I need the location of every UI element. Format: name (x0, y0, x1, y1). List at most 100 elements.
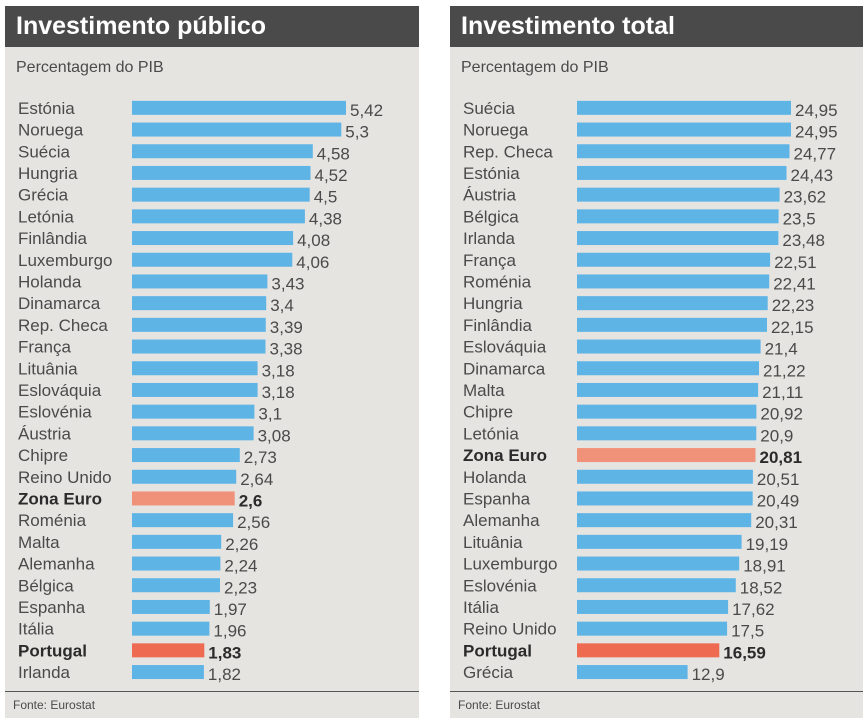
value-label-malta: 21,11 (762, 383, 803, 402)
bar-belgica (132, 578, 220, 593)
value-label-italia: 17,62 (732, 600, 775, 619)
value-label-eslovaquia: 21,4 (765, 340, 798, 359)
bar-austria (577, 187, 780, 202)
bar-luxemburgo (132, 252, 293, 267)
value-label-holanda: 20,51 (757, 470, 800, 489)
bar-irlanda (577, 231, 779, 246)
value-label-finlandia: 4,08 (297, 231, 330, 250)
category-label-alemanha: Alemanha (463, 511, 540, 530)
source-note: Fonte: Eurostat (458, 698, 541, 712)
category-label-hungria: Hungria (18, 164, 78, 183)
source-note: Fonte: Eurostat (13, 698, 96, 712)
category-label-eslovaquia: Eslováquia (463, 338, 547, 357)
footer-divider (450, 691, 863, 692)
value-label-chipre: 2,73 (244, 448, 277, 467)
value-label-alemanha: 20,31 (755, 513, 798, 532)
bar-dinamarca (132, 296, 267, 311)
bar-malta (577, 382, 759, 397)
value-label-franca: 3,38 (270, 340, 303, 359)
bar-lituania (132, 361, 258, 376)
bar-finlandia (132, 231, 294, 246)
bar-chart-public-investment: Estónia 5,42 Noruega 5,3 Suécia 4,58 Hungria 4,… (18, 99, 383, 684)
value-label-irlanda: 23,48 (782, 231, 825, 250)
value-label-portugal: 16,59 (723, 643, 766, 662)
category-label-malta: Malta (18, 533, 60, 552)
bar-zona-euro (577, 448, 756, 463)
category-label-estonia: Estónia (18, 99, 75, 118)
bar-alemanha (132, 556, 221, 571)
bar-suecia (132, 144, 313, 159)
bar-eslovenia (577, 578, 736, 593)
value-label-noruega: 24,95 (795, 123, 838, 142)
category-label-noruega: Noruega (463, 121, 529, 140)
category-label-dinamarca: Dinamarca (18, 294, 101, 313)
category-label-austria: Áustria (18, 424, 71, 443)
category-label-chipre: Chipre (18, 446, 68, 465)
category-label-zona-euro: Zona Euro (463, 446, 547, 465)
bar-belgica (577, 209, 779, 224)
category-label-belgica: Bélgica (18, 576, 74, 595)
value-label-espanha: 20,49 (757, 491, 800, 510)
bar-lituania (577, 534, 742, 549)
value-label-grecia: 12,9 (692, 665, 725, 684)
category-label-letonia: Letónia (18, 207, 74, 226)
category-label-alemanha: Alemanha (18, 555, 95, 574)
footer-divider (5, 691, 419, 692)
value-label-malta: 2,26 (225, 535, 258, 554)
category-label-portugal: Portugal (463, 641, 532, 660)
category-label-zona-euro: Zona Euro (18, 489, 102, 508)
category-label-rep-checa: Rep. Checa (463, 142, 553, 161)
panel-subtitle: Percentagem do PIB (461, 59, 609, 76)
bar-malta (132, 534, 222, 549)
category-label-irlanda: Irlanda (18, 663, 71, 682)
panel-subtitle: Percentagem do PIB (16, 59, 164, 76)
bar-irlanda (132, 665, 204, 680)
value-label-reino-unido: 17,5 (731, 622, 764, 641)
category-label-austria: Áustria (463, 186, 516, 205)
value-label-letonia: 4,38 (309, 209, 342, 228)
bar-eslovaquia (132, 382, 258, 397)
category-label-suecia: Suécia (463, 99, 516, 118)
value-label-eslovenia: 3,1 (258, 405, 282, 424)
category-label-romenia: Roménia (463, 272, 532, 291)
category-label-luxemburgo: Luxemburgo (463, 555, 558, 574)
category-label-eslovenia: Eslovénia (463, 576, 537, 595)
value-label-suecia: 4,58 (317, 144, 350, 163)
category-label-luxemburgo: Luxemburgo (18, 251, 113, 270)
category-label-noruega: Noruega (18, 121, 84, 140)
category-label-letonia: Letónia (463, 424, 519, 443)
value-label-finlandia: 22,15 (771, 318, 814, 337)
value-label-suecia: 24,95 (795, 101, 838, 120)
category-label-romenia: Roménia (18, 511, 87, 530)
bar-romenia (132, 513, 234, 528)
category-label-malta: Malta (463, 381, 505, 400)
value-label-holanda: 3,43 (271, 274, 304, 293)
category-label-lituania: Lituânia (463, 533, 523, 552)
category-label-franca: França (18, 338, 71, 357)
category-label-irlanda: Irlanda (463, 229, 516, 248)
bar-finlandia (577, 317, 767, 332)
bar-chipre (577, 404, 757, 419)
category-label-italia: Itália (18, 620, 54, 639)
bar-grecia (132, 187, 310, 202)
category-label-franca: França (463, 251, 516, 270)
value-label-estonia: 24,43 (791, 166, 834, 185)
bar-reino-unido (132, 469, 237, 484)
bar-hungria (577, 296, 768, 311)
bar-portugal (577, 643, 720, 658)
bar-suecia (577, 100, 791, 115)
bar-rep-checa (577, 144, 790, 159)
category-label-dinamarca: Dinamarca (463, 359, 546, 378)
value-label-zona-euro: 20,81 (760, 448, 803, 467)
bar-reino-unido (577, 621, 728, 636)
value-label-romenia: 22,41 (773, 274, 816, 293)
value-label-franca: 22,51 (774, 253, 817, 272)
bar-hungria (132, 165, 311, 180)
bar-eslovenia (132, 404, 255, 419)
bar-italia (577, 599, 729, 614)
value-label-belgica: 23,5 (783, 209, 816, 228)
value-label-espanha: 1,97 (214, 600, 247, 619)
category-label-espanha: Espanha (18, 598, 86, 617)
value-label-rep-checa: 3,39 (270, 318, 303, 337)
category-label-lituania: Lituânia (18, 359, 78, 378)
